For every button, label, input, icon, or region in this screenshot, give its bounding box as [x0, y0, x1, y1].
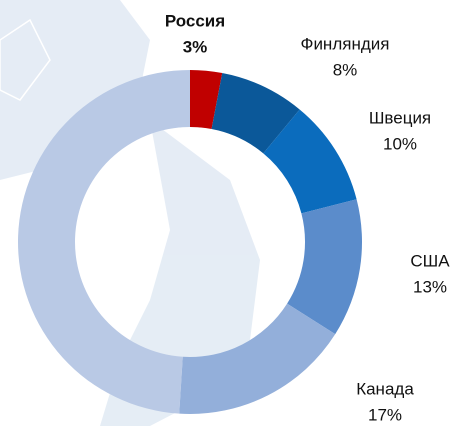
slice [190, 70, 223, 130]
slice [211, 73, 300, 154]
category-label: Канада [356, 379, 414, 398]
slice [179, 303, 336, 414]
value-label: 3% [183, 37, 208, 56]
value-label: 8% [333, 60, 358, 79]
value-label: 17% [368, 405, 402, 424]
slice [287, 199, 362, 335]
value-label: 10% [383, 134, 417, 153]
category-label: США [410, 251, 450, 270]
value-label: 13% [413, 277, 447, 296]
slice [263, 109, 357, 214]
map-border [0, 18, 51, 101]
category-label: Швеция [369, 108, 431, 127]
labels: Россия 3% Финляндия 8% Швеция 10% США 13% Канада… [165, 11, 450, 424]
donut [18, 69, 362, 414]
slice [18, 69, 190, 414]
category-label: Россия [165, 11, 225, 30]
category-label: Финляндия [301, 34, 390, 53]
